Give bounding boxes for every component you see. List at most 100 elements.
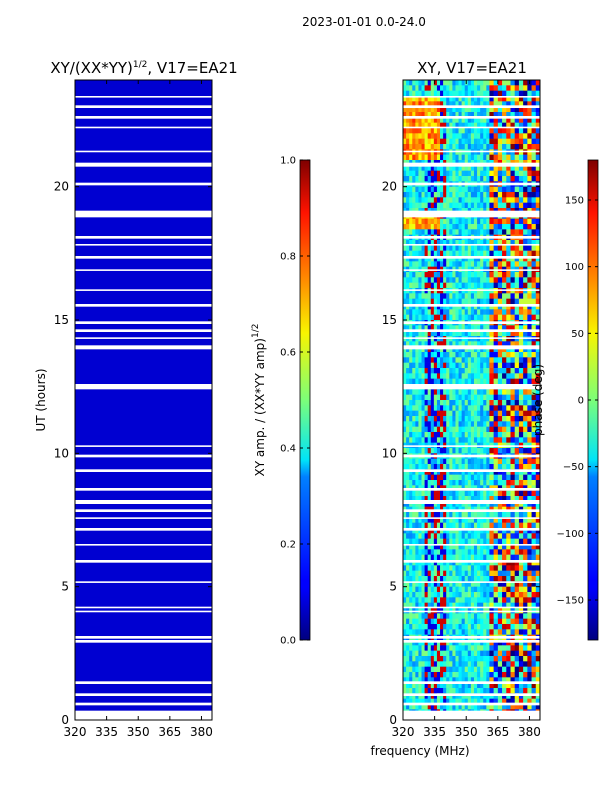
right-heat-cell <box>452 496 456 502</box>
right-heat-cell <box>415 496 419 502</box>
right-heat-cell <box>440 85 444 91</box>
right-heat-cell <box>412 106 416 113</box>
right-heat-cell <box>518 133 524 139</box>
right-heat-cell <box>480 432 484 438</box>
right-heat-cell <box>421 400 425 406</box>
right-heat-cell <box>458 309 462 315</box>
right-heat-cell <box>452 448 456 454</box>
right-heat-cell <box>535 272 540 278</box>
right-heat-cell <box>535 293 540 299</box>
right-heat-cell <box>518 378 524 385</box>
right-heat-cell <box>430 346 435 353</box>
right-heat-cell <box>449 549 453 555</box>
right-heat-cell <box>433 373 438 379</box>
right-heat-cell <box>449 400 453 406</box>
right-heat-cell <box>443 277 447 283</box>
right-heat-cell <box>406 192 410 198</box>
right-heat-cell <box>455 106 459 113</box>
right-heat-cell <box>518 458 524 465</box>
right-heat-cell <box>458 517 462 523</box>
right-heat-cell <box>470 293 475 299</box>
right-heat-cell <box>464 394 469 401</box>
right-heat-cell <box>531 421 537 427</box>
right-heat-cell <box>421 490 425 497</box>
right-heat-cell <box>486 272 490 278</box>
right-heat-cell <box>436 341 441 347</box>
right-heat-cell <box>518 197 524 203</box>
right-heat-cell <box>510 133 516 139</box>
right-heat-cell <box>464 474 469 481</box>
right-heat-cell <box>493 362 499 369</box>
right-heat-cell <box>467 426 472 433</box>
right-heat-cell <box>436 304 441 310</box>
right-heat-cell <box>477 282 481 289</box>
right-heat-cell <box>527 362 532 369</box>
right-heat-cell <box>433 416 438 422</box>
right-heat-cell <box>477 197 481 203</box>
right-heat-cell <box>483 437 487 443</box>
right-heat-cell <box>406 437 410 443</box>
right-heat-cell <box>523 224 528 230</box>
right-heat-cell <box>430 362 435 369</box>
right-heat-cell <box>497 218 503 225</box>
right-heat-cell <box>436 512 441 518</box>
right-heat-cell <box>493 474 499 481</box>
right-heat-cell <box>455 293 459 299</box>
right-heat-cell <box>427 90 432 97</box>
right-heat-cell <box>433 544 438 550</box>
flag-gap <box>75 509 212 512</box>
right-heat-cell <box>427 117 432 123</box>
right-heat-cell <box>415 341 419 347</box>
right-heat-cell <box>523 112 528 118</box>
right-heat-cell <box>427 256 432 262</box>
right-heat-cell <box>424 538 428 545</box>
right-heat-cell <box>483 85 487 91</box>
right-heat-cell <box>464 314 469 321</box>
right-heat-cell <box>443 432 447 438</box>
right-heat-cell <box>467 496 472 502</box>
right-heat-cell <box>449 538 453 545</box>
right-heat-cell <box>424 272 428 278</box>
right-heat-cell <box>477 394 481 401</box>
right-heat-cell <box>440 117 444 123</box>
right-heat-cell <box>427 352 432 358</box>
right-heat-cell <box>480 224 484 230</box>
right-heat-cell <box>455 144 459 150</box>
right-heat-cell <box>527 165 532 171</box>
right-heat-cell <box>433 400 438 406</box>
right-heat-cell <box>467 469 472 475</box>
right-heat-cell <box>452 261 456 267</box>
right-heat-cell <box>473 512 478 518</box>
right-heat-cell <box>440 517 444 523</box>
right-heat-cell <box>483 144 487 150</box>
right-heat-cell <box>433 192 438 198</box>
right-heat-cell <box>535 480 540 486</box>
right-heat-cell <box>531 277 537 283</box>
right-heat-cell <box>523 250 528 257</box>
colorbar-tick-label: 0.8 <box>280 252 296 263</box>
right-heat-cell <box>409 405 413 411</box>
right-heat-cell <box>421 202 425 209</box>
right-heat-cell <box>470 298 475 305</box>
right-heat-cell <box>510 432 516 438</box>
right-heat-cell <box>523 496 528 502</box>
right-heat-cell <box>497 378 503 385</box>
right-heat-cell <box>449 469 453 475</box>
right-heat-cell <box>477 106 481 113</box>
right-heat-cell <box>449 256 453 262</box>
right-heat-cell <box>473 437 478 443</box>
right-heat-cell <box>443 330 447 337</box>
right-heat-cell <box>477 432 481 438</box>
right-heat-cell <box>452 256 456 262</box>
right-heat-cell <box>433 176 438 182</box>
right-heat-cell <box>477 245 481 251</box>
right-heat-cell <box>440 512 444 518</box>
right-heat-cell <box>480 480 484 486</box>
right-heat-cell <box>418 501 422 507</box>
right-heat-cell <box>430 298 435 305</box>
right-heat-cell <box>489 421 494 427</box>
right-heat-cell <box>458 192 462 198</box>
right-heat-cell <box>430 186 435 193</box>
right-heat-cell <box>489 458 494 465</box>
right-heat-cell <box>506 378 511 385</box>
